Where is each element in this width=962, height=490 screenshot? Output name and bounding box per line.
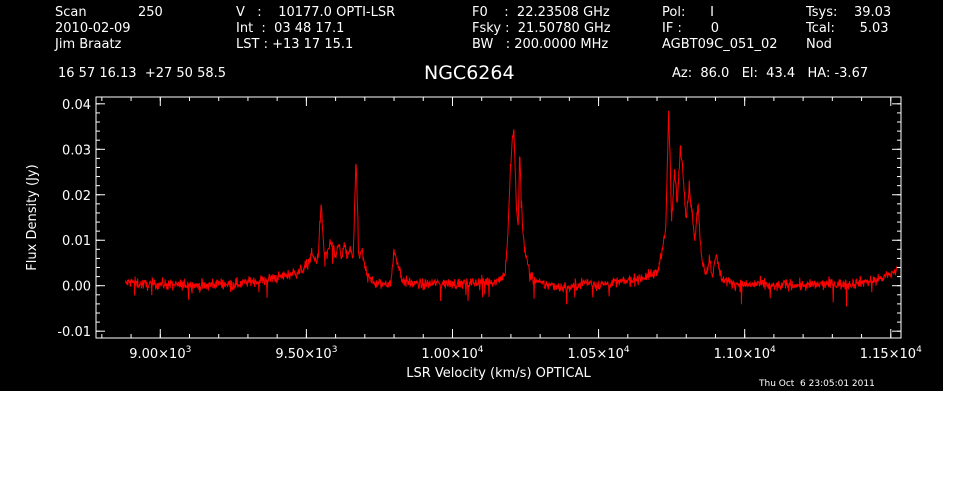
y-tick-label: 0.04	[62, 98, 91, 113]
pointing: Az: 86.0 El: 43.4 HA: -3.67	[672, 66, 869, 81]
int-time: Int : 03 48 17.1	[236, 21, 345, 36]
bw: BW : 200.0000 MHz	[472, 37, 609, 52]
timestamp: Thu Oct 6 23:05:01 2011	[759, 379, 875, 389]
date: 2010-02-09	[55, 21, 131, 36]
scan-number: 250	[138, 5, 163, 20]
tcal: Tcal: 5.03	[806, 21, 889, 36]
y-axis-label: Flux Density (Jy)	[25, 164, 40, 270]
y-tick-label: 0.01	[62, 234, 91, 249]
plot-frame	[95, 96, 902, 339]
y-tick-label: 0.02	[62, 189, 91, 204]
fsky: Fsky : 21.50780 GHz	[472, 21, 611, 36]
tsys: Tsys: 39.03	[806, 5, 892, 20]
observer: Jim Braatz	[55, 37, 122, 52]
if: IF : 0	[662, 21, 720, 36]
f0: F0 : 22.23508 GHz	[472, 5, 610, 20]
y-tick-label: -0.01	[57, 325, 91, 340]
x-axis-label: LSR Velocity (km/s) OPTICAL	[406, 366, 591, 381]
x-tick-label: 9.50×103	[275, 345, 337, 362]
x-tick-label: 1.10×104	[714, 345, 776, 362]
source-name: NGC6264	[424, 62, 515, 84]
x-tick-label: 1.00×104	[421, 345, 483, 362]
x-tick-label: 1.15×104	[860, 345, 922, 362]
spectrum-chart: -0.01 0.00 0.01 0.02 0.03 0.04 9.00×103 9.50×10…	[25, 96, 922, 381]
coordinates: 16 57 16.13 +27 50 58.5	[58, 66, 227, 81]
lst: LST : +13 17 15.1	[236, 37, 354, 52]
x-tick-label: 9.00×103	[129, 345, 191, 362]
velocity-info: V : 10177.0 OPTI-LSR	[236, 5, 396, 20]
y-tick-label: 0.00	[62, 280, 91, 295]
scan-label: Scan	[55, 5, 87, 20]
project: AGBT09C_051_02	[662, 37, 778, 52]
plot-panel: Scan 250 2010-02-09 Jim Braatz V : 10177…	[0, 0, 943, 391]
pol: Pol: I	[662, 5, 714, 20]
x-tick-label: 1.05×104	[568, 345, 630, 362]
spectrum-trace	[124, 110, 898, 307]
y-tick-label: 0.03	[62, 143, 91, 158]
proc: Nod	[806, 37, 832, 52]
